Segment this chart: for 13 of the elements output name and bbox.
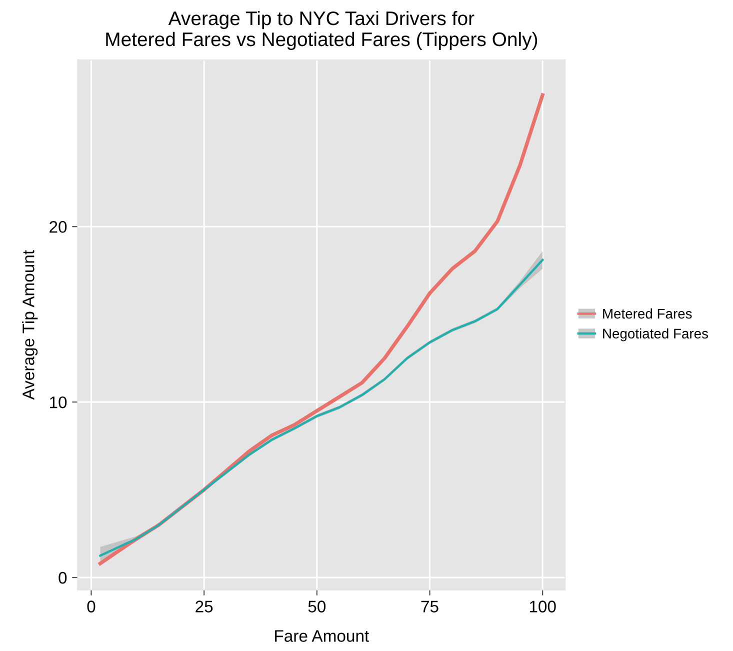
x-tick-label: 75 bbox=[421, 600, 438, 612]
x-tick-label: 100 bbox=[530, 600, 556, 612]
x-tick-label: 25 bbox=[196, 600, 213, 612]
y-tick-label: 0 bbox=[58, 572, 67, 584]
legend-label: Negotiated Fares bbox=[603, 328, 708, 342]
x-tick-label: 50 bbox=[308, 600, 326, 612]
y-axis-title: Average Tip Amount bbox=[22, 250, 38, 400]
x-tick-label: 0 bbox=[87, 600, 96, 612]
x-axis-title: Fare Amount bbox=[275, 630, 370, 642]
y-tick-label: 10 bbox=[50, 396, 67, 408]
chart-title: Average Tip to NYC Taxi Drivers for Metered Fares vs Negotiated Fares (Tippers Only) bbox=[106, 10, 538, 50]
legend-label: Metered Fares bbox=[603, 308, 692, 319]
y-tick-label: 20 bbox=[50, 220, 67, 233]
